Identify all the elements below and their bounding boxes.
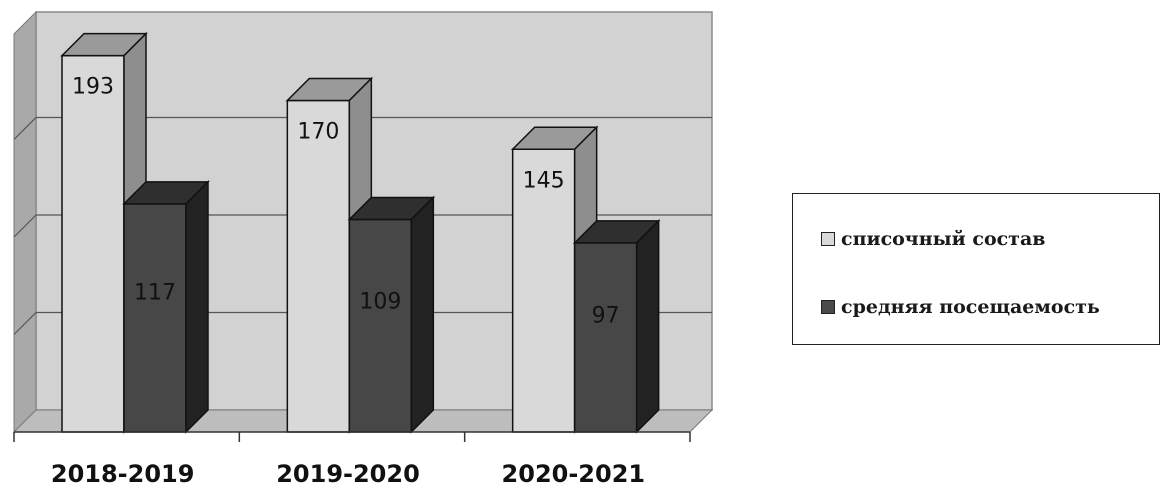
data-label-1-2018-2019: 193: [72, 75, 114, 100]
x-tick-label-2018-2019: 2018-2019: [51, 460, 195, 488]
bar-side-2-2019-2020: [410, 195, 435, 434]
x-tick-label-2019-2020: 2019-2020: [276, 460, 420, 488]
bars: [60, 31, 661, 434]
legend: списочный состав средняя посещаемость: [792, 193, 1160, 345]
data-labels: 193 117 170 109 145 97: [72, 75, 620, 329]
legend-label-series-2: средняя посещаемость: [841, 296, 1100, 318]
gridline-side: [13, 312, 37, 335]
data-label-2-2018-2019: 117: [134, 281, 176, 306]
bar-side-2-2020-2021: [635, 219, 660, 434]
bar-side-2-2018-2019: [185, 180, 209, 434]
bar-2-2019-2020: [348, 218, 413, 433]
legend-swatch-series-2: [821, 300, 835, 314]
data-label-2-2020-2021: 97: [592, 303, 620, 328]
bar-2-2020-2021: [573, 242, 638, 433]
x-tick-label-2020-2021: 2020-2021: [502, 460, 646, 488]
legend-item-series-1: списочный состав: [821, 228, 1045, 250]
legend-label-series-1: списочный состав: [841, 228, 1046, 250]
x-axis: 2018-2019 2019-2020 2020-2021: [13, 431, 691, 488]
bar-2-2018-2019: [123, 203, 187, 433]
gridline-side: [13, 214, 37, 238]
gridline-side: [13, 117, 37, 140]
side-wall: [13, 10, 37, 434]
data-label-1-2020-2021: 145: [523, 168, 565, 193]
data-label-2-2019-2020: 109: [359, 290, 401, 315]
bar-1-2018-2019: [61, 54, 125, 433]
legend-item-series-2: средняя посещаемость: [821, 296, 1100, 318]
data-label-1-2019-2020: 170: [297, 120, 339, 145]
bar-chart: 193 117 170 109 145 97 2018-2019 2019-2020 2020…: [12, 10, 714, 488]
legend-swatch-series-1: [821, 232, 835, 246]
bar-1-2019-2020: [286, 99, 351, 433]
